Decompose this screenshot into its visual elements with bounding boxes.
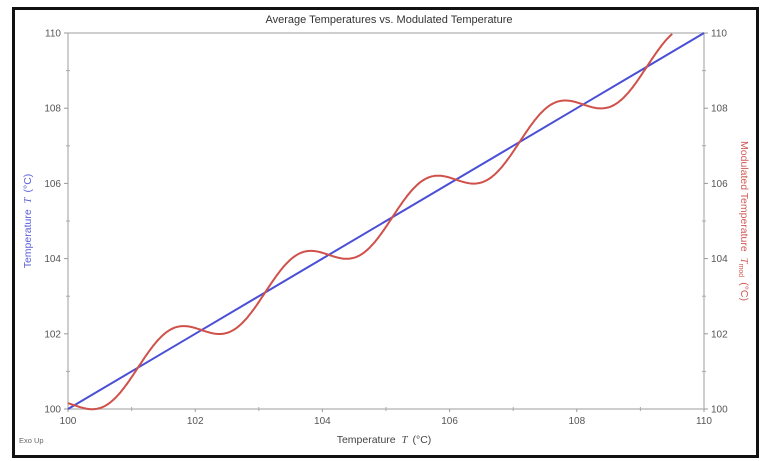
- x-tick-label: 106: [441, 416, 458, 427]
- y-left-tick-label: 104: [44, 254, 61, 265]
- chart-title: Average Temperatures vs. Modulated Tempe…: [265, 14, 512, 26]
- x-axis-label: Temperature T (°C): [337, 434, 432, 446]
- y-left-tick-label: 110: [45, 29, 61, 40]
- y-axis-right-label: Modulated TemperatureTmod(°C): [737, 141, 750, 301]
- y-left-tick-label: 100: [44, 405, 61, 416]
- y-right-tick-label: 106: [711, 179, 728, 190]
- x-tick-label: 102: [187, 416, 204, 427]
- y-right-tick-label: 110: [711, 29, 727, 40]
- y-left-tick-label: 108: [44, 104, 61, 115]
- y-right-tick-label: 100: [711, 405, 728, 416]
- y-right-tick-label: 108: [711, 104, 728, 115]
- modulated-temperature-line: [67, 33, 673, 411]
- axes: [64, 32, 708, 412]
- y-axis-left-label: TemperatureT(°C): [22, 174, 34, 269]
- tick-labels: 100 102 104 106 108 1101001021041061081101001…: [44, 29, 728, 428]
- x-tick-label: 110: [696, 416, 712, 427]
- chart-frame: [12, 7, 759, 458]
- y-right-tick-label: 102: [711, 329, 728, 340]
- x-tick-label: 108: [568, 416, 585, 427]
- x-tick-label: 104: [314, 416, 331, 427]
- exo-up-annotation: Exo Up: [19, 436, 44, 445]
- average-temperature-line: [67, 32, 705, 410]
- y-right-tick-label: 104: [711, 254, 728, 265]
- y-left-tick-label: 102: [44, 329, 61, 340]
- y-left-tick-label: 106: [44, 179, 61, 190]
- x-tick-label: 100: [60, 416, 77, 427]
